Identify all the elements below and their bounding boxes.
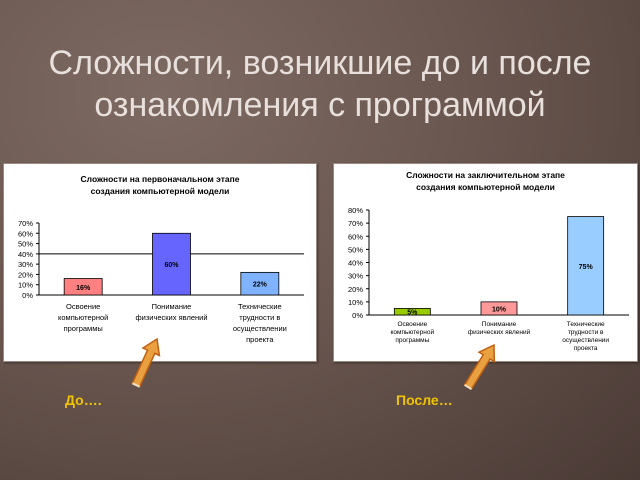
- data-label: 16%: [76, 285, 91, 292]
- data-label: 60%: [164, 262, 179, 269]
- chart-title-line-1: Сложности на заключительном этапе: [406, 170, 565, 180]
- data-label: 10%: [492, 306, 507, 313]
- chart-after-svg: Сложности на заключительном этапе создани…: [348, 170, 629, 352]
- x-tick-label: Понимание: [152, 302, 192, 311]
- arrow-tail: [464, 384, 472, 390]
- y-tick-label: 70%: [348, 219, 363, 228]
- data-label: 75%: [579, 264, 594, 271]
- bar: [63, 278, 103, 296]
- x-tick-label: компьютерной: [58, 313, 108, 322]
- slide-title: Сложности, возникшие до и после ознакомл…: [20, 42, 620, 126]
- x-tick-label: осуществлении: [562, 337, 609, 344]
- bar: [393, 308, 431, 316]
- x-tick-label: Технические: [238, 302, 282, 311]
- bar: [240, 271, 280, 296]
- y-tick-label: 0%: [22, 291, 33, 300]
- chart-before: Сложности на первоначальном этапе создани…: [3, 163, 317, 362]
- chart-after: Сложности на заключительном этапе создани…: [333, 163, 638, 362]
- y-tick-label: 60%: [18, 229, 33, 238]
- data-label: 5%: [407, 310, 418, 317]
- chart-title-line-1: Сложности на первоначальном этапе: [81, 174, 240, 184]
- y-tick-label: 40%: [18, 250, 33, 259]
- slide-title-line-2: ознакомления с программой: [94, 86, 546, 124]
- y-tick-label: 0%: [352, 311, 363, 320]
- y-tick-label: 30%: [18, 260, 33, 269]
- chart-before-svg: Сложности на первоначальном этапе создани…: [18, 174, 304, 344]
- y-tick-label: 10%: [18, 281, 33, 290]
- chart-title-line-2: создания компьютерной модели: [416, 182, 555, 192]
- x-tick-label: программы: [64, 324, 103, 333]
- arrow-up-right-icon: [131, 337, 161, 388]
- x-tick-label: компьютерной: [391, 328, 435, 336]
- caption-after: После…: [396, 392, 453, 408]
- bar: [152, 232, 191, 296]
- x-tick-label: физических явлений: [468, 328, 531, 336]
- y-tick-label: 10%: [348, 298, 363, 307]
- y-tick-label: 50%: [348, 245, 363, 254]
- x-tick-label: программы: [395, 337, 429, 344]
- y-tick-label: 70%: [18, 219, 33, 228]
- y-tick-label: 50%: [18, 240, 33, 249]
- x-tick-label: проекта: [574, 345, 598, 352]
- x-tick-label: трудности в: [239, 313, 280, 322]
- y-tick-label: 30%: [348, 272, 363, 281]
- x-tick-label: Понимание: [482, 321, 517, 328]
- x-tick-label: физических явлений: [135, 313, 207, 322]
- arrow-shape: [463, 343, 496, 391]
- x-tick-label: Освоение: [66, 302, 100, 311]
- x-tick-label: Технические: [567, 321, 605, 328]
- y-tick-label: 60%: [348, 232, 363, 241]
- x-tick-label: трудности в: [568, 329, 604, 336]
- bar: [480, 301, 518, 316]
- x-tick-label: проекта: [246, 335, 274, 344]
- bar: [567, 216, 605, 316]
- x-tick-label: Освоение: [397, 321, 427, 328]
- y-tick-label: 80%: [348, 206, 363, 215]
- y-tick-label: 20%: [18, 270, 33, 279]
- caption-before: До….: [65, 392, 102, 408]
- arrow-shape: [131, 337, 161, 388]
- slide-title-line-1: Сложности, возникшие до и после: [48, 44, 592, 82]
- data-label: 22%: [253, 282, 268, 289]
- x-tick-label: осуществлении: [233, 324, 287, 333]
- arrow-tail: [131, 382, 141, 388]
- y-tick-label: 40%: [348, 259, 363, 268]
- chart-title-line-2: создания компьютерной модели: [91, 186, 230, 196]
- y-tick-label: 20%: [348, 285, 363, 294]
- arrow-up-right-icon: [463, 343, 496, 391]
